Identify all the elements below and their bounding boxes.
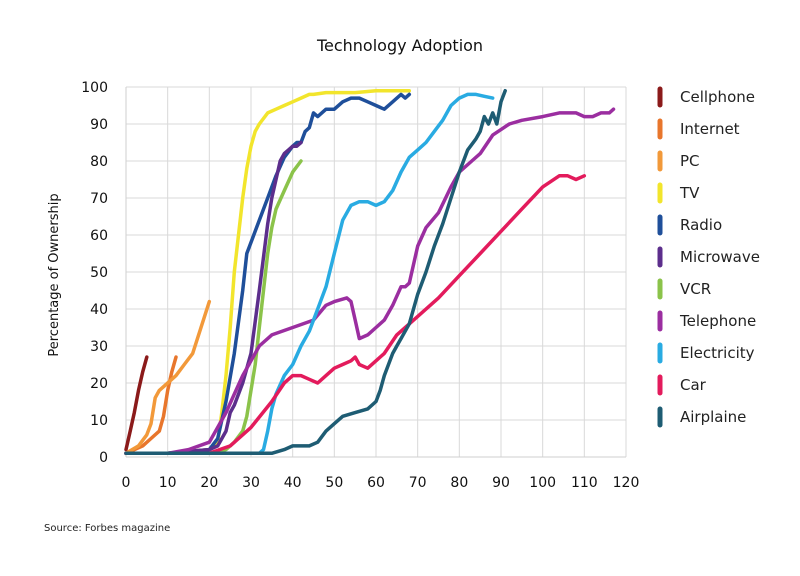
legend-label-pc: PC bbox=[680, 152, 700, 170]
y-tick-label: 70 bbox=[90, 191, 108, 207]
y-tick-label: 90 bbox=[90, 117, 108, 133]
y-axis-ticks: 0 10 20 30 40 50 60 70 80 90 100 bbox=[81, 80, 108, 466]
y-tick-label: 100 bbox=[81, 80, 108, 96]
y-tick-label: 10 bbox=[90, 413, 108, 429]
x-tick-label: 60 bbox=[367, 475, 385, 491]
x-tick-label: 80 bbox=[450, 475, 468, 491]
y-tick-label: 30 bbox=[90, 339, 108, 355]
legend-label-telephone: Telephone bbox=[679, 312, 756, 330]
legend-label-internet: Internet bbox=[680, 120, 740, 138]
x-tick-label: 120 bbox=[613, 475, 640, 491]
y-tick-label: 0 bbox=[99, 450, 108, 466]
x-tick-label: 100 bbox=[529, 475, 556, 491]
legend-label-vcr: VCR bbox=[680, 280, 711, 298]
series-line-pc bbox=[124, 299, 212, 456]
y-axis-label: Percentage of Ownership bbox=[47, 193, 62, 356]
legend-label-microwave: Microwave bbox=[680, 248, 760, 266]
legend-label-car: Car bbox=[680, 376, 707, 394]
series-line-radio bbox=[124, 92, 412, 456]
series-lines bbox=[124, 88, 616, 456]
y-tick-label: 40 bbox=[90, 302, 108, 318]
legend-label-cellphone: Cellphone bbox=[680, 88, 755, 106]
x-tick-label: 40 bbox=[284, 475, 302, 491]
series-line-airplaine bbox=[124, 88, 507, 456]
legend-label-electricity: Electricity bbox=[680, 344, 755, 362]
series-line-tv bbox=[124, 88, 412, 456]
series-line-electricity bbox=[124, 92, 495, 456]
x-tick-label: 20 bbox=[200, 475, 218, 491]
x-tick-label: 90 bbox=[492, 475, 510, 491]
legend-label-radio: Radio bbox=[680, 216, 722, 234]
x-tick-label: 10 bbox=[159, 475, 177, 491]
y-tick-label: 20 bbox=[90, 376, 108, 392]
y-tick-label: 50 bbox=[90, 265, 108, 281]
series-line-telephone bbox=[124, 107, 616, 456]
x-tick-label: 0 bbox=[122, 475, 131, 491]
y-tick-label: 80 bbox=[90, 154, 108, 170]
series-line-internet bbox=[124, 355, 178, 456]
legend: Cellphone Internet PC TV Radio Microwave VCR Te… bbox=[657, 86, 760, 428]
x-axis-ticks: 0 10 20 30 40 50 60 70 80 90 100 110 120 bbox=[122, 475, 640, 491]
x-tick-label: 70 bbox=[409, 475, 427, 491]
chart-title: Technology Adoption bbox=[316, 36, 484, 55]
series-line-microwave bbox=[124, 140, 303, 456]
source-note: Source: Forbes magazine bbox=[44, 523, 171, 534]
y-tick-label: 60 bbox=[90, 228, 108, 244]
x-tick-label: 50 bbox=[325, 475, 343, 491]
x-tick-label: 30 bbox=[242, 475, 260, 491]
x-tick-label: 110 bbox=[571, 475, 598, 491]
series-line-cellphone bbox=[124, 355, 149, 452]
legend-label-airplaine: Airplaine bbox=[680, 408, 746, 426]
grid-lines bbox=[125, 86, 627, 458]
series-line-car bbox=[124, 174, 587, 456]
legend-label-tv: TV bbox=[679, 184, 700, 202]
